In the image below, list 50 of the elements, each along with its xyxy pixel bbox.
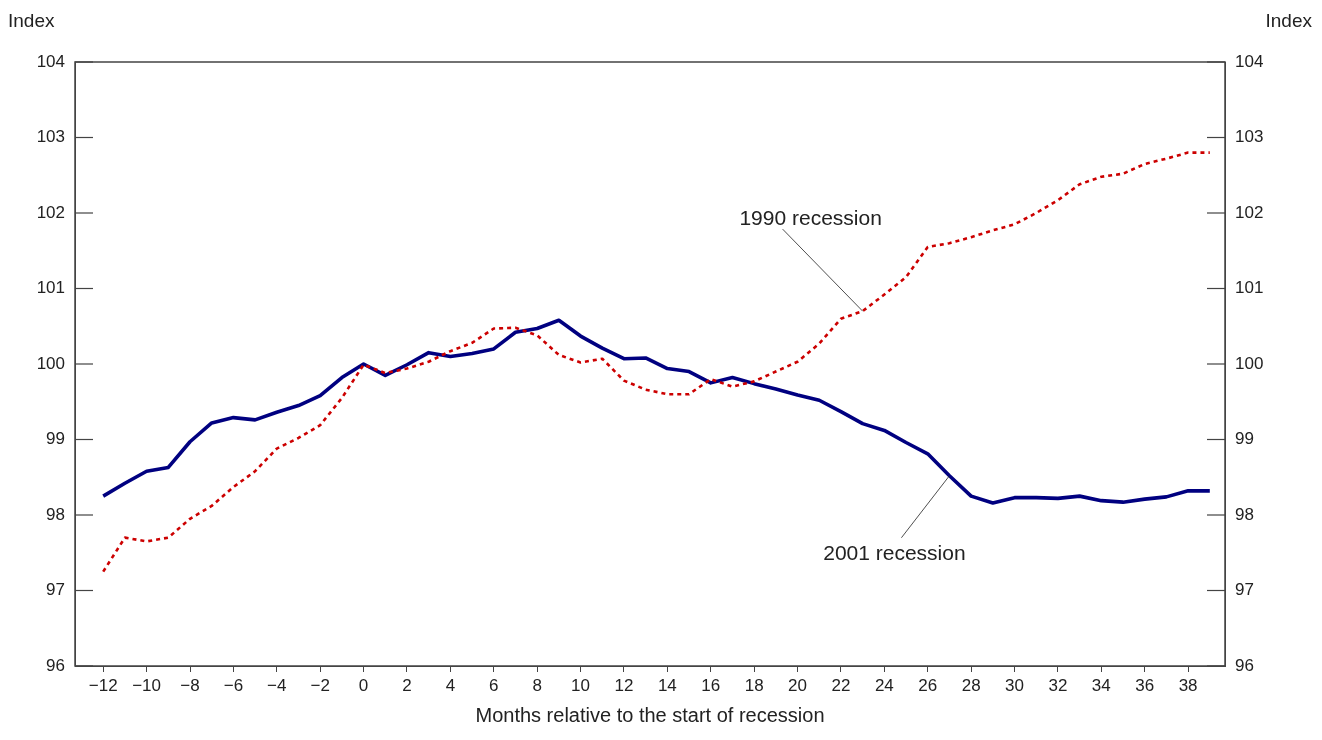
x-tick-label: 6 [489,675,499,695]
y-tick-label: 103 [36,127,65,147]
x-tick-label: 14 [657,675,677,695]
x-tick-label: 2 [402,675,412,695]
y-tick-label: 99 [46,429,65,449]
x-tick-label: −2 [310,675,330,695]
y-tick-label: 100 [36,353,65,373]
x-tick-label: −12 [88,675,118,695]
x-tick-label: 22 [831,675,851,695]
x-tick-label: 0 [358,675,369,695]
x-tick-label: 4 [445,675,456,695]
x-tick-label: 24 [874,675,894,695]
x-tick-label: 32 [1048,675,1068,695]
line-series [101,151,1212,573]
x-tick-label: 28 [961,675,981,695]
y-tick-label: 104 [36,51,65,71]
x-tick-label: 10 [571,675,591,695]
x-tick-label: 30 [1005,675,1024,695]
y2-tick-label: 102 [1235,202,1264,222]
y2-tick-label: 97 [1235,580,1254,600]
y2-tick-label: 98 [1235,504,1254,524]
y-tick-label: 101 [36,278,65,298]
y-tick-label: 96 [46,655,65,675]
x-tick-label: 12 [614,675,634,695]
x-tick-label: 16 [701,675,721,695]
x-tick-label: −8 [180,675,200,695]
x-tick-label: 38 [1178,675,1198,695]
y2-axis-title: Index [1265,10,1313,31]
y2-tick-label: 101 [1235,278,1264,298]
y-tick-label: 98 [46,504,65,524]
y-tick-label: 97 [46,580,65,600]
x-tick-label: 8 [532,675,542,695]
x-tick-label: 34 [1091,675,1111,695]
x-axis-title: Months relative to the start of recession [475,703,825,726]
text: 1990 recession [739,205,882,229]
x-tick-label: −10 [132,675,162,695]
x-tick-label: 36 [1135,675,1155,695]
y-tick-label: 102 [36,202,65,222]
x-tick-label: −6 [223,675,244,695]
x-tick-label: 18 [744,675,764,695]
x-tick-label: 26 [918,675,938,695]
y2-tick-label: 103 [1235,127,1264,147]
x-tick-label: 20 [788,675,808,695]
x-tick-label: −4 [267,675,287,695]
y2-tick-label: 100 [1235,353,1264,373]
y2-tick-label: 99 [1235,429,1254,449]
text: 2001 recession [823,540,966,564]
y2-tick-label: 96 [1235,655,1254,675]
y-axis-title: Index [8,10,55,31]
y2-tick-label: 104 [1235,51,1264,71]
